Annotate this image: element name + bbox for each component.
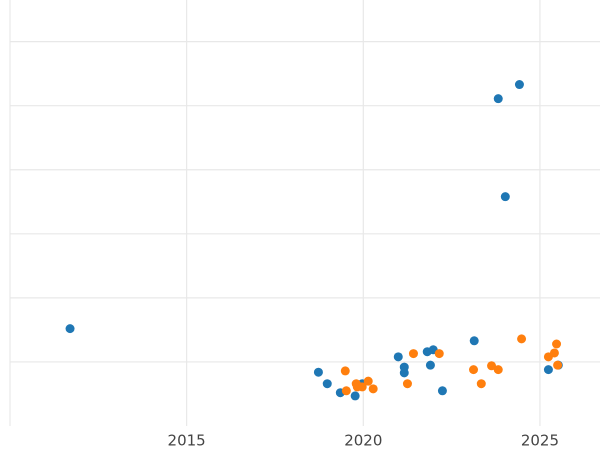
- point: [493, 94, 503, 104]
- point: [402, 379, 412, 389]
- point: [393, 352, 403, 362]
- point: [517, 334, 527, 344]
- point: [514, 80, 524, 90]
- x-tick-label: 2015: [168, 432, 206, 450]
- point: [487, 361, 497, 371]
- point: [549, 348, 559, 358]
- point: [425, 360, 435, 370]
- point: [553, 360, 563, 370]
- point: [368, 384, 378, 394]
- point: [341, 386, 351, 396]
- point: [408, 349, 418, 359]
- point: [552, 339, 562, 349]
- point: [469, 365, 479, 375]
- point: [399, 368, 409, 378]
- point: [543, 365, 553, 375]
- point: [363, 376, 373, 386]
- x-tick-label: 2020: [344, 432, 382, 450]
- point: [350, 391, 360, 401]
- point: [437, 386, 447, 396]
- x-tick-label: 2025: [521, 432, 559, 450]
- point: [493, 365, 503, 375]
- point: [434, 349, 444, 359]
- point: [357, 382, 367, 392]
- point: [322, 379, 332, 389]
- point: [340, 366, 350, 376]
- point: [469, 336, 479, 346]
- point: [500, 192, 510, 202]
- point: [65, 324, 75, 334]
- point: [476, 379, 486, 389]
- point: [313, 367, 323, 377]
